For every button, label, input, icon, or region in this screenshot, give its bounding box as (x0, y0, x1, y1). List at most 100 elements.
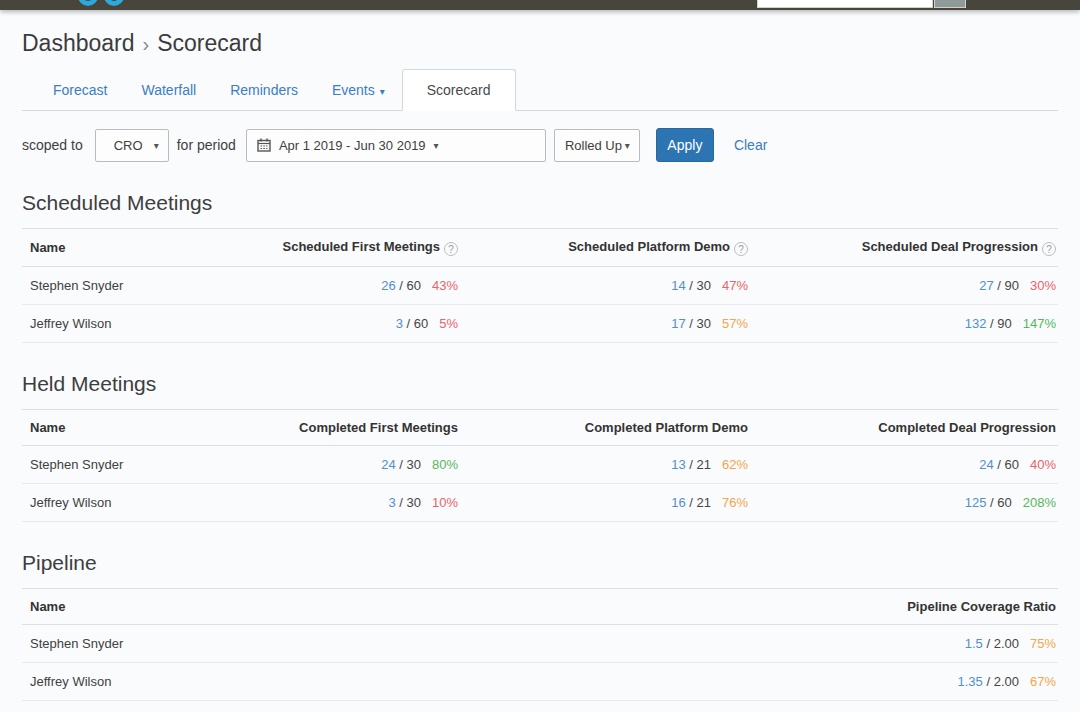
metric-actual-link[interactable]: 13 (671, 457, 685, 472)
tab-label: Forecast (53, 82, 107, 98)
scoped-to-label: scoped to (22, 137, 83, 153)
period-value: Apr 1 2019 - Jun 30 2019 (279, 138, 426, 153)
tab-label: Events (332, 82, 375, 98)
tab-label: Reminders (230, 82, 298, 98)
metric-target: 30 (407, 495, 421, 510)
metric-target: 30 (697, 316, 711, 331)
metric-cell: 24 / 60 40% (750, 446, 1058, 484)
column-header-label: Scheduled First Meetings (283, 239, 440, 254)
topbar-search-input[interactable] (757, 0, 933, 8)
metric-cell: 13 / 2162% (460, 446, 750, 484)
chevron-down-icon: ▾ (154, 140, 159, 151)
metric-cell: 3 / 60 5% (230, 305, 460, 343)
row-name: Jeffrey Wilson (22, 663, 522, 701)
filter-bar: scoped to CRO ▾ for period Apr 1 2019 - … (22, 128, 1058, 162)
metric-actual-link[interactable]: 1.5 (965, 636, 983, 651)
metric-target: 2.00 (994, 636, 1019, 651)
scope-select[interactable]: CRO ▾ (95, 129, 169, 162)
metric-percent: 10% (432, 495, 458, 510)
tab-reminders[interactable]: Reminders (213, 70, 315, 110)
metric-cell: 1.35 / 2.00 67% (522, 663, 1058, 701)
calendar-icon (257, 138, 271, 152)
breadcrumb-separator-icon: › (143, 33, 150, 55)
rollup-select[interactable]: Rolled Up ▾ (554, 129, 640, 162)
metric-target: 2.00 (994, 674, 1019, 689)
table-row: Stephen Snyder26 / 6043%14 / 3047%27 / 9… (22, 267, 1058, 305)
column-header-label: Completed Platform Demo (585, 420, 748, 435)
metric-percent: 40% (1030, 457, 1056, 472)
metric-slash: / (994, 457, 1005, 472)
help-icon[interactable]: ? (444, 242, 458, 256)
metric-slash: / (983, 674, 994, 689)
metric-slash: / (686, 278, 697, 293)
column-header: Completed First Meetings (230, 410, 460, 446)
metric-percent: 5% (439, 316, 458, 331)
metric-actual-link[interactable]: 24 (381, 457, 395, 472)
table-header-row: Name Scheduled First Meetings? Scheduled P… (22, 229, 1058, 267)
metric-percent: 147% (1023, 316, 1056, 331)
topbar-search-button[interactable] (934, 0, 966, 8)
tab-events[interactable]: Events▾ (315, 70, 402, 110)
row-name: Stephen Snyder (22, 625, 522, 663)
metric-slash: / (396, 457, 407, 472)
table-row: Jeffrey Wilson3 / 3010%16 / 2176%125 / 6… (22, 484, 1058, 522)
row-name: Stephen Snyder (22, 267, 230, 305)
column-header-label: Scheduled Platform Demo (568, 239, 730, 254)
metric-cell: 14 / 3047% (460, 267, 750, 305)
tab-bar: Forecast Waterfall Reminders Events▾Scoreca… (22, 69, 1058, 111)
tab-forecast[interactable]: Forecast (36, 70, 124, 110)
metric-cell: 132 / 90147% (750, 305, 1058, 343)
metric-target: 30 (407, 457, 421, 472)
metric-actual-link[interactable]: 26 (381, 278, 395, 293)
column-header: Completed Platform Demo (460, 410, 750, 446)
row-name: Jeffrey Wilson (22, 305, 230, 343)
metric-cell: 26 / 6043% (230, 267, 460, 305)
metric-percent: 67% (1030, 674, 1056, 689)
metric-target: 60 (1005, 457, 1019, 472)
period-date-picker[interactable]: Apr 1 2019 - Jun 30 2019 ▾ (246, 129, 546, 162)
metric-percent: 30% (1030, 278, 1056, 293)
column-header-label: Scheduled Deal Progression (862, 239, 1038, 254)
metric-actual-link[interactable]: 3 (396, 316, 403, 331)
metric-target: 60 (407, 278, 421, 293)
column-header-label: Completed Deal Progression (878, 420, 1056, 435)
metric-percent: 47% (722, 278, 748, 293)
metric-actual-link[interactable]: 3 (388, 495, 395, 510)
metric-target: 60 (414, 316, 428, 331)
metric-cell: 24 / 3080% (230, 446, 460, 484)
tab-waterfall[interactable]: Waterfall (124, 70, 213, 110)
metric-actual-link[interactable]: 27 (979, 278, 993, 293)
column-header-name: Name (22, 229, 230, 267)
metric-slash: / (403, 316, 414, 331)
metric-slash: / (994, 278, 1005, 293)
metric-slash: / (686, 457, 697, 472)
tab-label: Waterfall (141, 82, 196, 98)
metric-target: 60 (997, 495, 1011, 510)
metric-actual-link[interactable]: 24 (979, 457, 993, 472)
metric-actual-link[interactable]: 125 (965, 495, 987, 510)
metric-actual-link[interactable]: 1.35 (958, 674, 983, 689)
metric-actual-link[interactable]: 17 (671, 316, 685, 331)
metric-slash: / (396, 278, 407, 293)
metric-cell: 1.5 / 2.0075% (522, 625, 1058, 663)
column-header-label: Pipeline Coverage Ratio (907, 599, 1056, 614)
help-icon[interactable]: ? (1042, 242, 1056, 256)
section-title: Scheduled Meetings (22, 191, 1058, 215)
apply-button[interactable]: Apply (656, 128, 714, 162)
scope-value: CRO (114, 138, 143, 153)
metric-slash: / (686, 316, 697, 331)
column-header-name: Name (22, 589, 522, 625)
row-name: Jeffrey Wilson (22, 484, 230, 522)
metric-cell: 125 / 60208% (750, 484, 1058, 522)
breadcrumb-parent[interactable]: Dashboard (22, 30, 135, 56)
clear-link[interactable]: Clear (734, 137, 767, 153)
metric-actual-link[interactable]: 132 (965, 316, 987, 331)
help-icon[interactable]: ? (734, 242, 748, 256)
metric-cell: 17 / 3057% (460, 305, 750, 343)
tab-scorecard[interactable]: Scorecard (402, 69, 516, 111)
metric-actual-link[interactable]: 14 (671, 278, 685, 293)
metric-cell: 27 / 9030% (750, 267, 1058, 305)
table-row: Stephen Snyder24 / 3080%13 / 2162%24 / 6… (22, 446, 1058, 484)
table-row: Stephen Snyder1.5 / 2.0075% (22, 625, 1058, 663)
metric-actual-link[interactable]: 16 (671, 495, 685, 510)
